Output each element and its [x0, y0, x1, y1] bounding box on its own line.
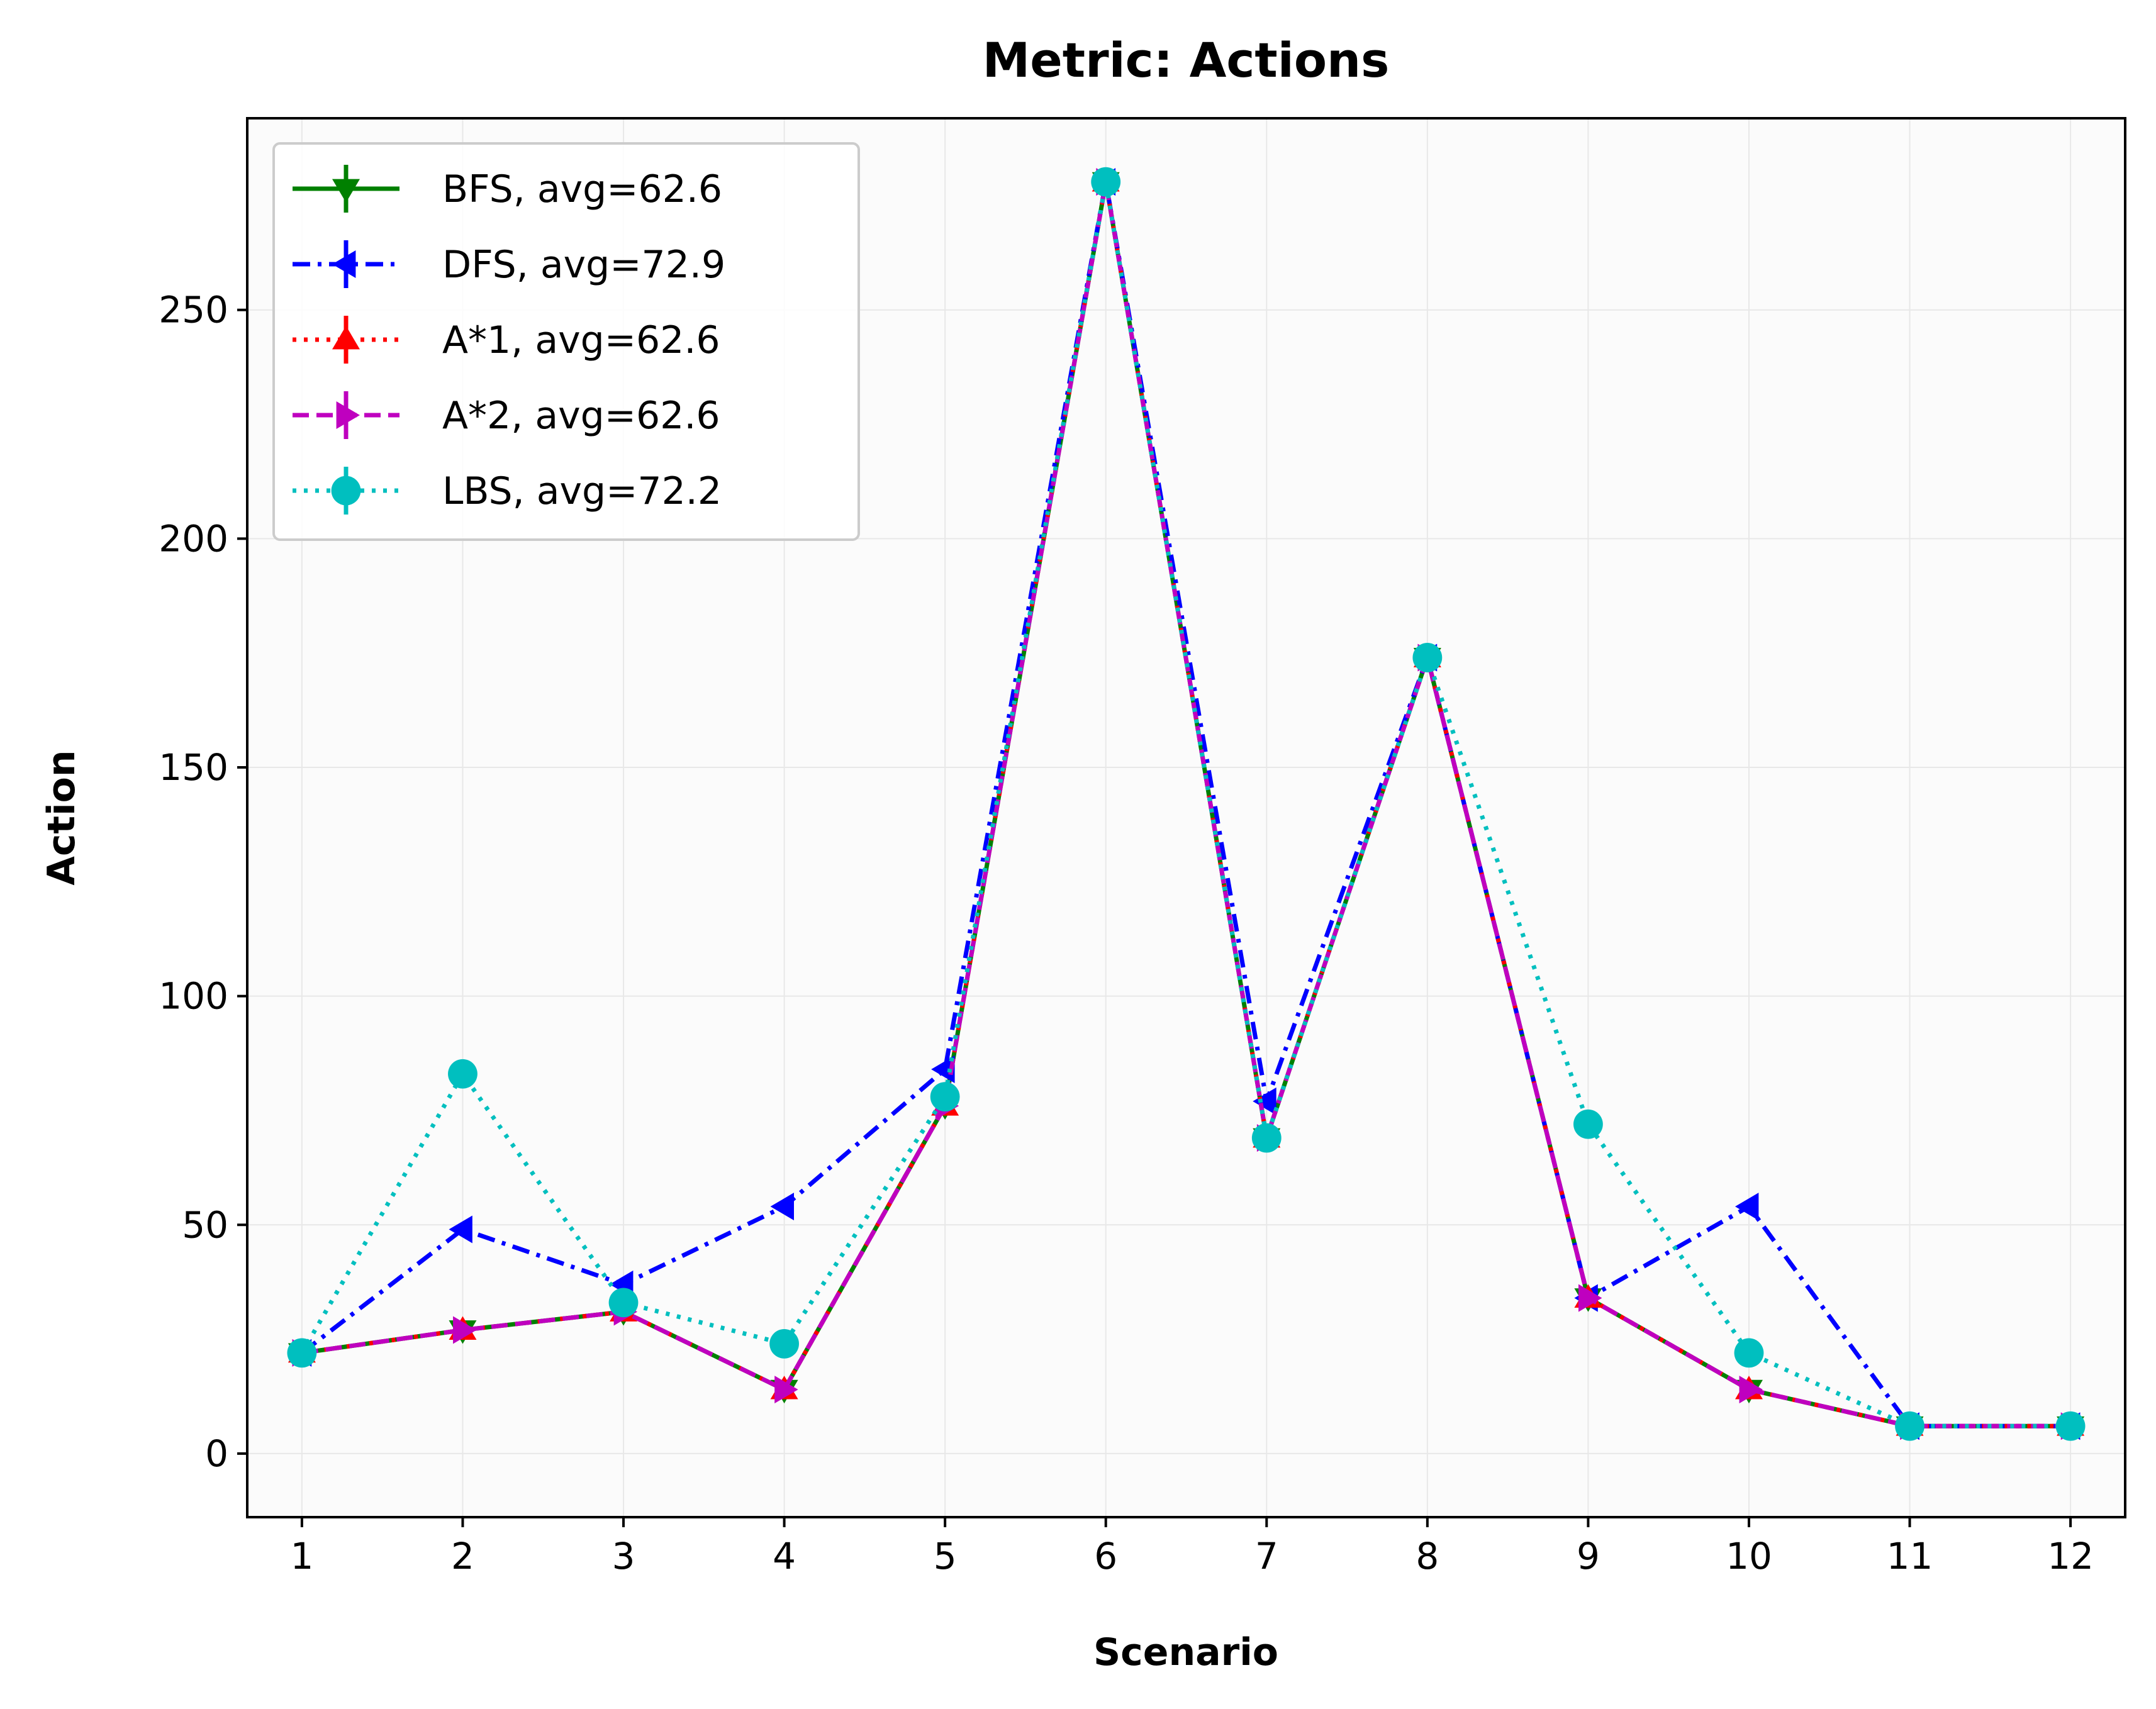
- series-4-point-4: [774, 1376, 798, 1404]
- legend-marker-3: [332, 326, 360, 350]
- series-5-point-10: [1734, 1338, 1764, 1368]
- legend-label-2: DFS, avg=72.9: [442, 243, 725, 287]
- x-axis-title: Scenario: [1093, 1630, 1278, 1674]
- series-2-point-5: [931, 1055, 955, 1083]
- series-line-5: [299, 179, 2071, 1428]
- y-tick-label-3: 100: [159, 975, 228, 1018]
- series-line-4: [301, 179, 2071, 1428]
- x-tick-label-5: 5: [934, 1535, 957, 1578]
- legend-entry-2: DFS, avg=72.9: [293, 240, 725, 288]
- series-2-point-7: [1253, 1087, 1276, 1115]
- series-2-point-2: [449, 1215, 472, 1244]
- series-5-point-8: [1412, 643, 1443, 672]
- legend-entry-5: LBS, avg=72.2: [293, 467, 722, 515]
- series-5-point-9: [1573, 1109, 1603, 1139]
- y-axis: 0 50 100 150 200 250: [159, 289, 247, 1475]
- legend-marker-4: [336, 401, 360, 429]
- x-tick-label-10: 10: [1726, 1535, 1772, 1578]
- legend-marker-5: [331, 476, 361, 506]
- series-line-2: [300, 179, 2071, 1428]
- x-tick-label-2: 2: [451, 1535, 474, 1578]
- series-4-point-9: [1578, 1284, 1602, 1312]
- x-tick-label-9: 9: [1577, 1535, 1600, 1578]
- series-5-point-12: [2055, 1411, 2086, 1441]
- series-5-point-4: [769, 1328, 799, 1359]
- legend-marker-2: [332, 250, 356, 278]
- x-tick-label-12: 12: [2047, 1535, 2094, 1578]
- series-5-point-3: [608, 1288, 639, 1318]
- x-tick-label-3: 3: [612, 1535, 635, 1578]
- series-5-point-6: [1091, 167, 1121, 197]
- y-tick-label-6: 250: [159, 289, 228, 331]
- x-tick-label-6: 6: [1094, 1535, 1117, 1578]
- legend-label-4: A*2, avg=62.6: [442, 394, 720, 438]
- y-axis-title: Action: [40, 750, 84, 885]
- x-tick-label-1: 1: [290, 1535, 313, 1578]
- legend-label-3: A*1, avg=62.6: [442, 318, 720, 362]
- y-tick-label-5: 200: [159, 517, 228, 560]
- legend-label-5: LBS, avg=72.2: [442, 469, 722, 513]
- series-5: [287, 167, 2086, 1441]
- x-tick-label-8: 8: [1416, 1535, 1439, 1578]
- series-5-point-11: [1895, 1411, 1924, 1441]
- y-tick-label-4: 150: [159, 746, 228, 789]
- series-layer: [287, 167, 2086, 1441]
- series-5-point-1: [287, 1338, 317, 1368]
- grid-lines: [247, 118, 2125, 1517]
- series-5-point-5: [930, 1082, 960, 1112]
- x-tick-label-4: 4: [773, 1535, 796, 1578]
- series-5-point-2: [448, 1059, 478, 1089]
- x-axis: 1 2 3 4 5 6 7 8 9 10 11 12: [290, 1517, 2094, 1578]
- legend-label-1: BFS, avg=62.6: [442, 167, 722, 211]
- x-tick-label-11: 11: [1887, 1535, 1933, 1578]
- series-2-point-10: [1734, 1193, 1759, 1221]
- legend-box: [272, 142, 860, 541]
- chart-title: Metric: Actions: [983, 32, 1390, 88]
- legend-entry-3: A*1, avg=62.6: [293, 316, 720, 364]
- series-5-point-7: [1251, 1123, 1282, 1153]
- legend: BFS, avg=62.6 DFS, avg=72.9 A*1, avg=62.6 A…: [272, 142, 860, 541]
- legend-marker-1: [332, 179, 360, 203]
- plot-frame: [246, 117, 2126, 1518]
- legend-entry-1: BFS, avg=62.6: [293, 165, 722, 213]
- y-tick-label-1: 0: [205, 1432, 228, 1475]
- series-4-point-10: [1739, 1376, 1763, 1404]
- legend-entry-4: A*2, avg=62.6: [293, 391, 720, 439]
- x-tick-label-7: 7: [1255, 1535, 1278, 1578]
- series-2-point-4: [770, 1193, 794, 1221]
- series-4-point-2: [453, 1316, 477, 1344]
- y-tick-label-2: 50: [182, 1203, 228, 1246]
